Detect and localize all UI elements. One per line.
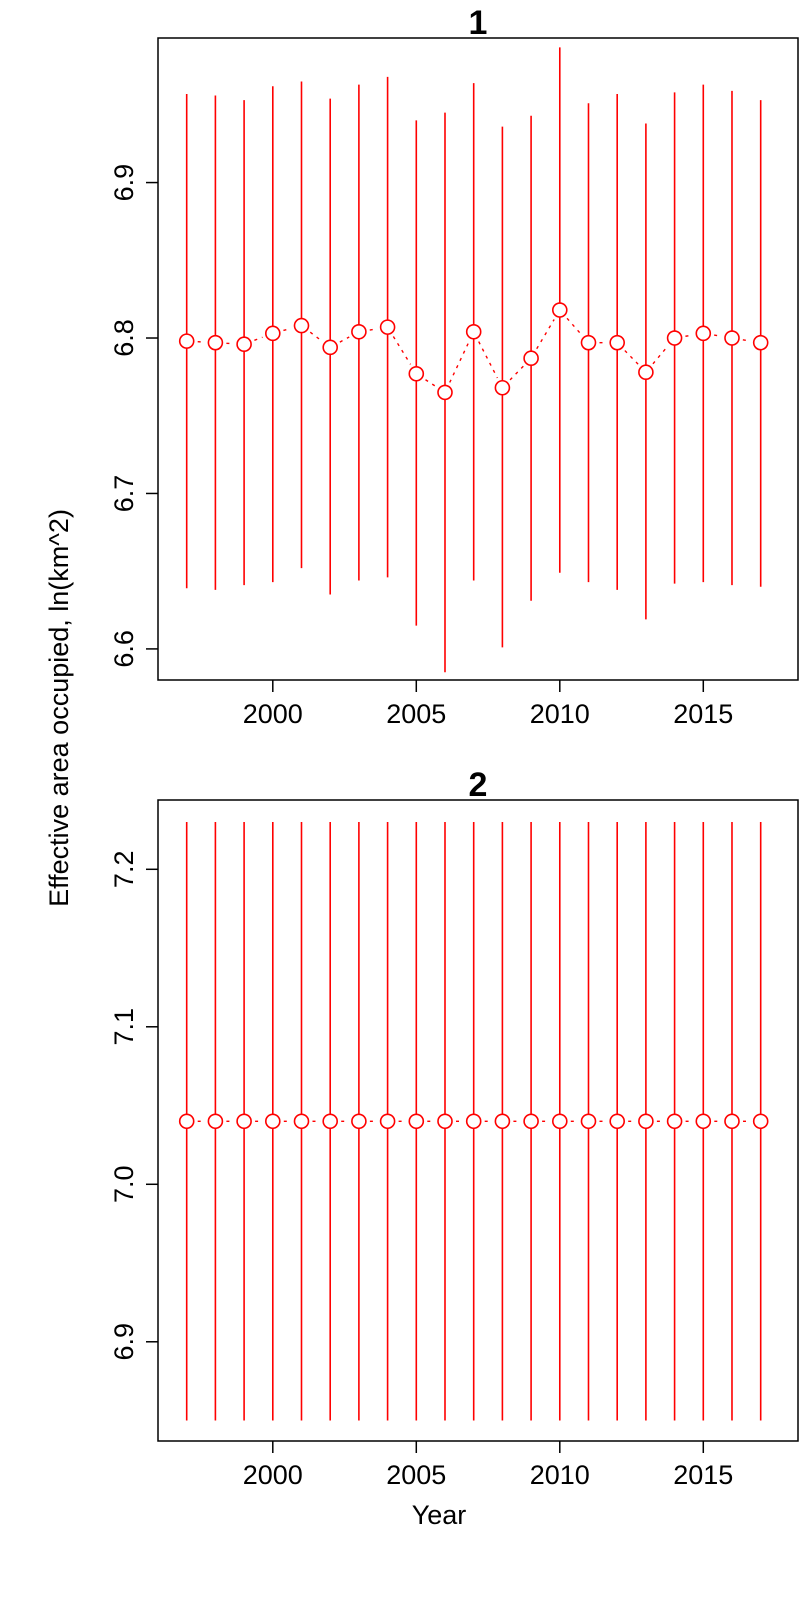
y-tick-label: 6.9 <box>109 164 139 202</box>
data-point <box>408 1113 425 1130</box>
x-tick-label: 2000 <box>243 699 303 729</box>
connector-segment <box>339 336 350 343</box>
x-axis-title: Year <box>412 1500 467 1530</box>
data-point <box>580 1113 597 1130</box>
connector-segment <box>685 334 693 337</box>
data-point <box>551 302 568 318</box>
data-point <box>264 325 281 342</box>
data-point <box>236 1113 252 1130</box>
connector-segment <box>742 339 750 342</box>
connector-segment <box>369 328 377 331</box>
data-point <box>523 1113 539 1130</box>
data-point <box>638 364 654 381</box>
data-point <box>207 334 224 351</box>
connector-segment <box>392 336 412 365</box>
x-tick-label: 2010 <box>530 1460 590 1490</box>
data-point <box>724 330 740 346</box>
y-tick-label: 6.9 <box>109 1323 139 1361</box>
data-point <box>523 350 539 367</box>
x-tick-label: 2005 <box>386 1460 446 1490</box>
data-point <box>236 336 252 353</box>
connector-segment <box>254 336 263 341</box>
panel-1: 1 2000 2005 2010 2015 6.6 6.7 6.8 6.9 <box>109 4 799 729</box>
data-point <box>207 1113 224 1130</box>
plot-frame <box>157 37 799 681</box>
data-point <box>666 1113 683 1130</box>
data-point <box>465 1113 482 1130</box>
data-point <box>494 379 511 396</box>
data-point <box>724 1113 740 1130</box>
x-tick-label: 2015 <box>673 1460 733 1490</box>
data-point <box>695 1113 712 1130</box>
y-tick-label: 6.8 <box>109 319 139 357</box>
data-point <box>322 339 338 356</box>
data-point <box>322 1113 338 1130</box>
data-point <box>264 1113 281 1130</box>
panel-title: 1 <box>469 4 488 42</box>
data-point <box>752 1113 769 1130</box>
data-point <box>638 1113 654 1130</box>
plot-frame <box>157 799 799 1442</box>
panel-title: 2 <box>469 766 488 804</box>
connector-segment <box>536 319 555 350</box>
connector-segment <box>478 341 498 379</box>
data-point <box>666 330 683 346</box>
connector-segment <box>425 379 437 388</box>
connector-segment <box>624 350 639 365</box>
data-point <box>551 1113 568 1130</box>
y-tick-label: 6.7 <box>109 475 139 513</box>
connector-segment <box>309 331 322 342</box>
y-axis-title: Effective area occupied, ln(km^2) <box>44 509 74 907</box>
data-point <box>178 333 195 349</box>
data-point <box>178 1113 195 1130</box>
data-point <box>437 384 453 401</box>
panel-2: 2 2000 2005 2010 2015 6.9 7.0 7.1 7.2 <box>109 766 799 1490</box>
data-point <box>379 1113 396 1130</box>
connector-segment <box>652 345 669 365</box>
connector-segment <box>714 334 722 337</box>
connector-segment <box>449 341 470 383</box>
data-point <box>494 1113 511 1130</box>
y-tick-label: 7.0 <box>109 1166 139 1204</box>
data-point <box>351 323 367 340</box>
y-tick-label: 7.2 <box>109 851 139 889</box>
y-tick-label: 6.6 <box>109 630 139 668</box>
data-point <box>609 334 625 351</box>
x-tick-label: 2015 <box>673 699 733 729</box>
data-point <box>465 323 482 340</box>
connector-segment <box>509 365 524 381</box>
data-point <box>609 1113 625 1130</box>
connector-segment <box>566 317 582 335</box>
data-point <box>580 334 597 351</box>
y-tick-label: 7.1 <box>109 1008 139 1046</box>
data-point <box>293 317 310 334</box>
data-point <box>695 325 712 342</box>
data-point <box>293 1113 310 1130</box>
data-point <box>752 334 769 351</box>
data-point <box>351 1113 367 1130</box>
x-tick-label: 2010 <box>530 699 590 729</box>
x-tick-label: 2000 <box>243 1460 303 1490</box>
data-point <box>379 319 396 335</box>
data-point <box>437 1113 453 1130</box>
x-tick-label: 2005 <box>386 699 446 729</box>
data-point <box>408 365 425 382</box>
connector-segment <box>283 327 292 332</box>
